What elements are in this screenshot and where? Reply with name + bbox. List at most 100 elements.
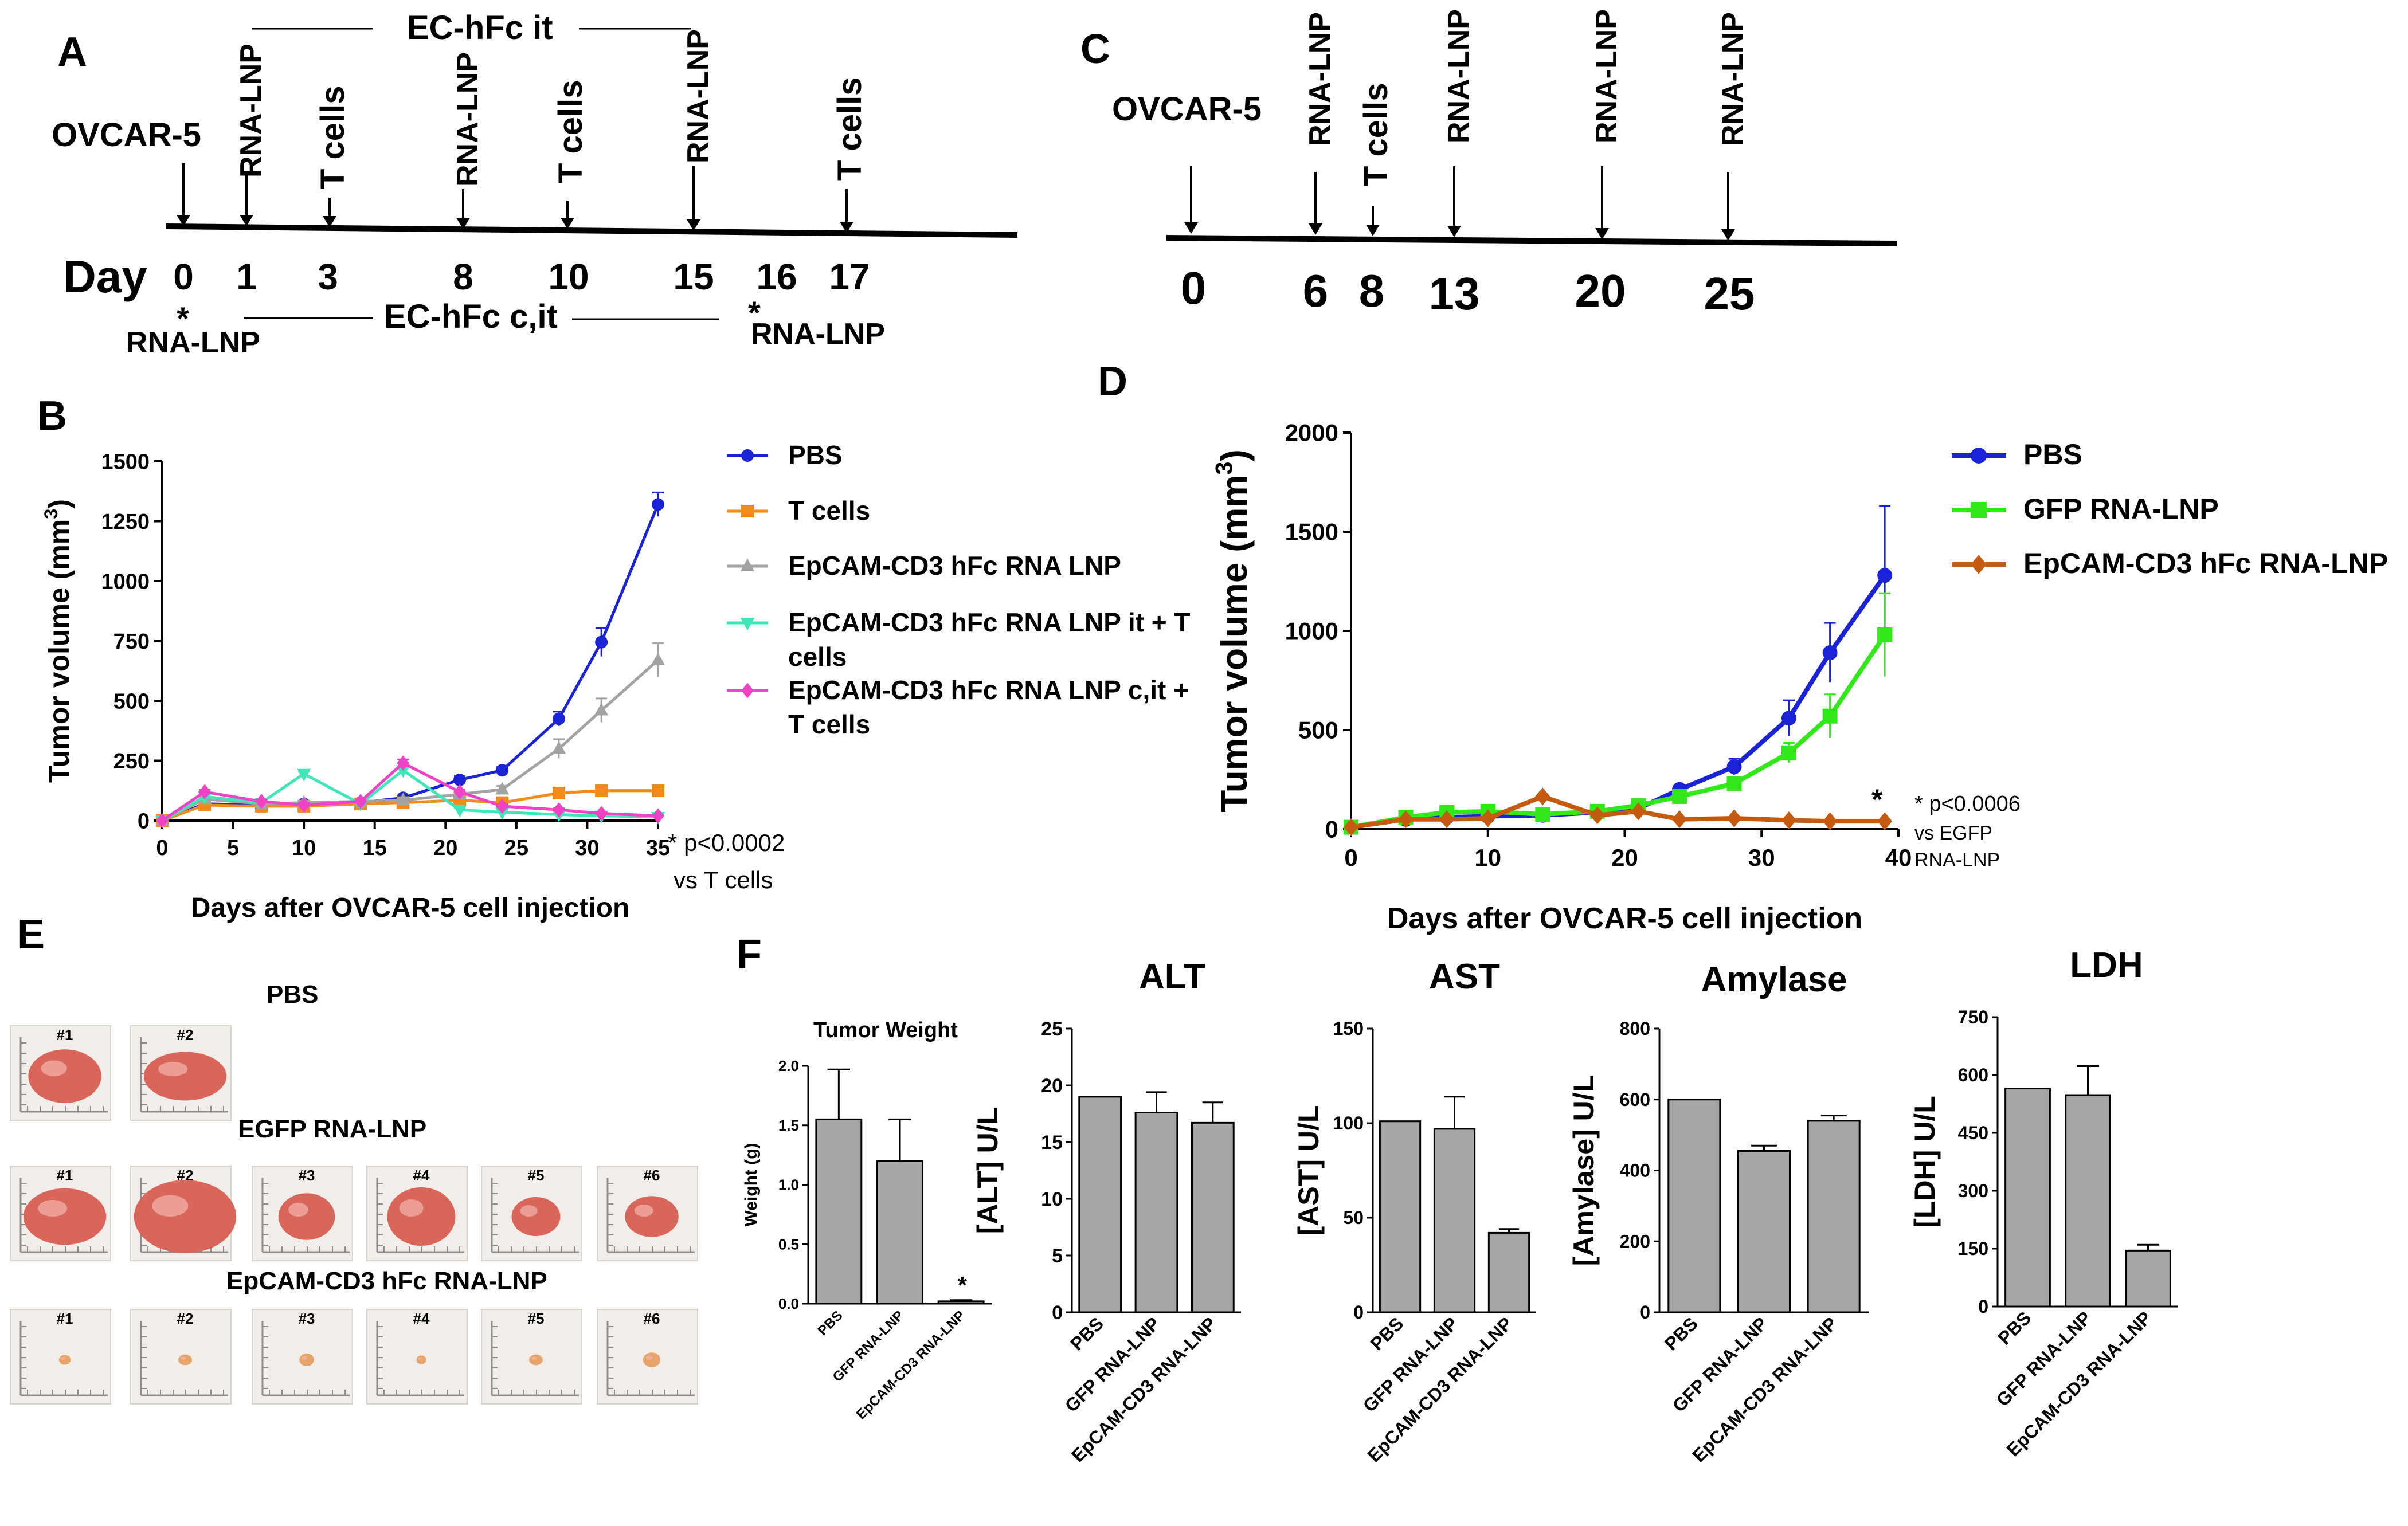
event-rna-lnp-day8: RNA-LNP — [451, 52, 484, 186]
B-point-epcam-cd3-hfc-rna-lnp-c-it-t-cells — [354, 794, 367, 809]
d-legend-text: EpCAM-CD3 hFc RNA-LNP — [2023, 547, 2388, 579]
tumor-photo: #4 — [366, 1309, 468, 1405]
D-point-gfp-rna-lnp — [1822, 708, 1838, 724]
day-15: 15 — [673, 256, 714, 297]
chart-d: 0 500 1000 1500 2000 0 10 20 30 40 Days after OVCA… — [1210, 419, 1912, 935]
arrow-day8 — [456, 218, 470, 229]
F-tumor-weight-ytick-label: 0.0 — [778, 1295, 799, 1312]
F-tumor-weight-ytick-label: 1.5 — [778, 1117, 799, 1134]
tumor-number: #5 — [528, 1310, 545, 1327]
B-point-epcam-cd3-hfc-rna-lnp-c-it-t-cells — [198, 784, 212, 800]
F-amylase-ytick-label: 800 — [1620, 1018, 1650, 1039]
c-day-6: 6 — [1303, 265, 1329, 316]
D-x-axis-title: Days after OVCAR-5 cell injection — [1387, 902, 1862, 935]
D-ytick-label: 500 — [1298, 717, 1338, 744]
tumor-photo: #2 — [130, 1025, 232, 1121]
F-alt-ytick-label: 20 — [1041, 1075, 1063, 1097]
B-y-title-close: ) — [43, 499, 75, 509]
F-tumor-weight-category-label: EpCAM-CD3 RNA-LNP — [853, 1308, 968, 1422]
tumor-photo: #6 — [597, 1309, 698, 1405]
tumor-highlight — [646, 1355, 652, 1360]
D-ytick-label: 0 — [1325, 816, 1338, 843]
tumor-number: #2 — [177, 1310, 194, 1327]
tumor-sample — [299, 1353, 314, 1367]
F-ldh-category-label: PBS — [1994, 1307, 2035, 1348]
B-point-epcam-cd3-hfc-rna-lnp-c-it-t-cells — [297, 797, 311, 813]
B-x-axis-title: Days after OVCAR-5 cell injection — [191, 893, 630, 923]
tumor-sample — [416, 1355, 426, 1364]
b-legend-text: T cells — [788, 709, 870, 739]
B-ytick-label: 250 — [113, 750, 150, 774]
F-alt-title: ALT — [1139, 957, 1205, 997]
photo-background — [366, 1309, 468, 1405]
B-point-epcam-cd3-hfc-rna-lnp-c-it-t-cells — [453, 784, 466, 800]
panel-d: D 0 500 1000 1500 2000 0 10 20 30 40 Days after OV… — [1098, 359, 2388, 935]
F-alt-ytick-label: 25 — [1041, 1018, 1063, 1040]
F-ast-y-axis-title: [AST] U/L — [1293, 1105, 1325, 1236]
B-point-epcam-cd3-hfc-rna-lnp-it-t-cells — [452, 805, 467, 818]
tumor-sample — [23, 1188, 107, 1245]
tumor-number: #6 — [644, 1167, 660, 1184]
day-0: 0 — [173, 256, 194, 297]
bracket-bottom-label: EC-hFc c,it — [384, 298, 558, 335]
B-point-epcam-cd3-hfc-rna-lnp — [551, 741, 566, 754]
F-ast-title: AST — [1429, 957, 1500, 997]
B-y-axis-title: Tumor volume (mm3) — [41, 499, 75, 783]
F-ldh-ytick-label: 0 — [1978, 1296, 1988, 1317]
panel-e-letter: E — [17, 912, 45, 958]
B-point-epcam-cd3-hfc-rna-lnp-c-it-t-cells — [496, 798, 509, 814]
tumor-photo: #3 — [252, 1309, 353, 1405]
day-3: 3 — [318, 256, 338, 297]
tumor-number: #2 — [177, 1026, 194, 1044]
c-event-rna-lnp-day25: RNA-LNP — [1716, 12, 1749, 146]
panel-a-cell-line: OVCAR-5 — [52, 116, 201, 154]
F-alt-bar-epcam-cd3-rna-lnp — [1191, 1121, 1235, 1313]
F-amylase-ytick-label: 200 — [1620, 1231, 1650, 1252]
tumor-sample — [511, 1197, 561, 1236]
d-legend-marker-gfp-rna-lnp — [1971, 502, 1987, 518]
tumor-sample — [625, 1196, 679, 1237]
F-ast-category-label: PBS — [1366, 1313, 1407, 1354]
B-point-epcam-cd3-hfc-rna-lnp-c-it-t-cells — [156, 813, 169, 829]
F-amylase-bar-epcam-cd3-rna-lnp — [1807, 1120, 1861, 1313]
B-xtick-label: 15 — [363, 836, 387, 860]
F-alt-ytick-label: 5 — [1052, 1245, 1063, 1267]
D-point-epcam-cd3-hfc-rna-lnp — [1439, 810, 1455, 829]
F-ast-bar-gfp-rna-lnp — [1433, 1128, 1476, 1313]
F-ldh-bar-epcam-cd3-rna-lnp — [2125, 1249, 2171, 1308]
D-line-epcam-cd3-hfc-rna-lnp — [1350, 794, 1885, 830]
B-xtick-label: 5 — [227, 836, 239, 860]
B-point-epcam-cd3-hfc-rna-lnp — [396, 793, 410, 806]
D-point-epcam-cd3-hfc-rna-lnp — [1877, 812, 1893, 830]
tumor-number: #4 — [413, 1167, 430, 1184]
F-ldh-title: LDH — [2070, 946, 2143, 985]
D-point-pbs — [1877, 568, 1893, 583]
tumor-photo: #3 — [252, 1166, 353, 1261]
tumor-sample — [134, 1180, 237, 1253]
D-y-axis-title: Tumor volume (mm3) — [1210, 449, 1255, 813]
D-line-pbs — [1350, 574, 1887, 830]
arrow-day3 — [323, 216, 336, 227]
D-y-title-text: Tumor volume (mm — [1213, 475, 1255, 813]
F-ldh-ytick-label: 750 — [1958, 1007, 1988, 1027]
F-amylase-y-axis-title: [Amylase] U/L — [1568, 1075, 1600, 1266]
day-17: 17 — [829, 256, 870, 297]
F-ast-ytick-label: 150 — [1333, 1018, 1364, 1039]
D-point-epcam-cd3-hfc-rna-lnp — [1726, 809, 1742, 827]
tumor-photo: #1 — [10, 1166, 111, 1261]
D-xtick-label: 40 — [1885, 844, 1912, 871]
F-amylase-category-label: EpCAM-CD3 RNA-LNP — [1688, 1313, 1841, 1466]
B-point-pbs — [496, 764, 509, 777]
B-point-t-cells — [553, 786, 565, 799]
D-point-epcam-cd3-hfc-rna-lnp — [1480, 809, 1495, 827]
B-point-pbs — [595, 635, 608, 649]
tumor-highlight — [399, 1199, 424, 1217]
b-legend-text: T cells — [788, 496, 870, 525]
d-legend-marker-epcam-cd3-hfc-rna-lnp — [1971, 555, 1987, 574]
tumor-number: #1 — [57, 1026, 73, 1044]
